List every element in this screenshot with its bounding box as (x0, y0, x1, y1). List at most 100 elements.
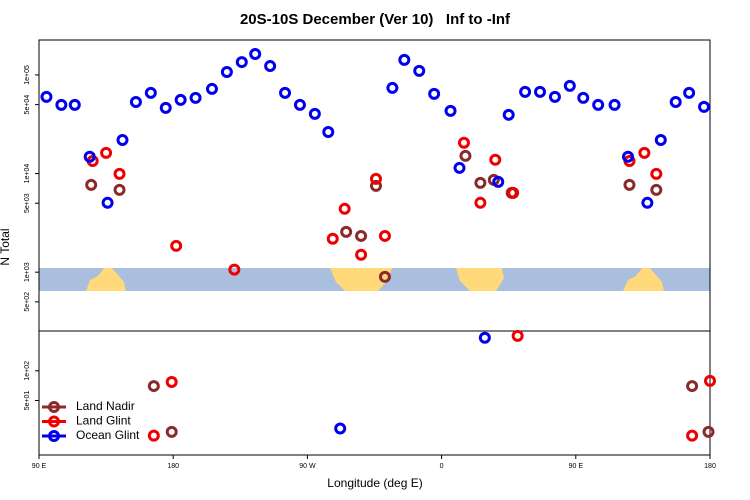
land (86, 268, 126, 291)
point (386, 81, 399, 94)
point (592, 98, 605, 111)
point (85, 178, 98, 191)
point (334, 422, 347, 435)
point (264, 60, 277, 73)
y-tick-label: 5e+04 (24, 95, 31, 115)
legend-label: Land Nadir (76, 399, 135, 413)
point (686, 380, 699, 393)
point (174, 93, 187, 106)
y-tick-label: 1e+03 (24, 262, 31, 282)
x-tick-label: 180 (167, 463, 179, 470)
point (428, 87, 441, 100)
series (85, 149, 715, 438)
point (698, 100, 711, 113)
point (205, 82, 218, 95)
point (489, 153, 502, 166)
point (398, 53, 411, 66)
point (165, 375, 178, 388)
point (170, 239, 183, 252)
point (369, 179, 382, 192)
map-strip (39, 268, 710, 291)
point (116, 133, 129, 146)
point (338, 202, 351, 215)
point (511, 329, 524, 342)
point (650, 183, 663, 196)
land (330, 268, 392, 291)
point (113, 183, 126, 196)
point (189, 91, 202, 104)
x-axis-label: Longitude (deg E) (327, 476, 422, 490)
point (444, 104, 457, 117)
point (457, 136, 470, 149)
plot-frame (38, 39, 711, 456)
point (638, 146, 651, 159)
point (355, 229, 368, 242)
point (378, 270, 391, 283)
point (686, 429, 699, 442)
land (623, 268, 664, 291)
point (654, 133, 667, 146)
y-axis-label: N Total (0, 228, 12, 265)
point (413, 64, 426, 77)
point (492, 175, 505, 188)
point (147, 429, 160, 442)
y-tick-label: 1e+02 (24, 361, 31, 381)
point (340, 225, 353, 238)
point (621, 150, 634, 163)
point (147, 380, 160, 393)
point (650, 167, 663, 180)
x-tick-label: 90 W (299, 463, 316, 470)
point (220, 66, 233, 79)
point (577, 91, 590, 104)
point (704, 374, 716, 387)
point (228, 263, 241, 276)
point (548, 90, 561, 103)
point (293, 98, 306, 111)
point (249, 47, 262, 60)
y-tick-label: 5e+03 (24, 193, 31, 213)
point (165, 425, 178, 438)
point (68, 98, 81, 111)
point (474, 196, 487, 209)
x-tick-label: 90 E (569, 463, 584, 470)
point (101, 196, 114, 209)
legend-swatch-marker (48, 401, 60, 413)
point (279, 86, 292, 99)
point (322, 125, 335, 138)
point (235, 56, 248, 69)
point (83, 150, 96, 163)
point (563, 79, 576, 92)
point (474, 176, 487, 189)
x-tick-label: 180 (704, 463, 716, 470)
point (519, 85, 532, 98)
point (669, 95, 682, 108)
legend-label: Land Glint (76, 414, 131, 428)
legend-swatch-marker (48, 430, 60, 442)
point (159, 101, 172, 114)
x-tick-label: 0 (440, 463, 444, 470)
point (100, 146, 113, 159)
point (453, 161, 466, 174)
y-tick-label: 5e+02 (24, 292, 31, 312)
y-tick-label: 5e+01 (24, 391, 31, 411)
point (623, 178, 636, 191)
point (55, 98, 68, 111)
legend-swatch-marker (48, 415, 60, 428)
point (129, 95, 142, 108)
point (608, 98, 621, 111)
point (378, 229, 391, 242)
point (40, 90, 53, 103)
point (459, 149, 472, 162)
y-tick-label: 1e+05 (24, 65, 31, 85)
point (478, 331, 491, 344)
point (683, 86, 696, 99)
series (40, 47, 711, 435)
series (86, 136, 716, 442)
point (502, 108, 515, 121)
point (534, 85, 547, 98)
point (369, 172, 382, 185)
point (641, 196, 654, 209)
